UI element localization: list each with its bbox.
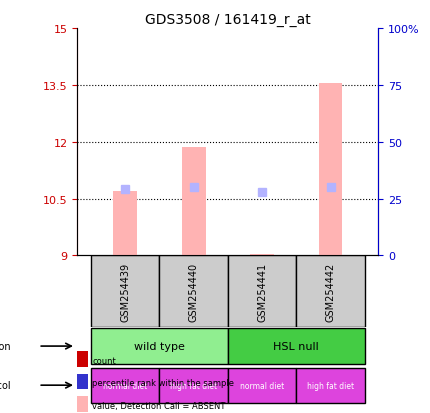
Text: value, Detection Call = ABSENT: value, Detection Call = ABSENT (92, 401, 226, 410)
Bar (182, 148, 206, 256)
FancyBboxPatch shape (228, 329, 365, 364)
FancyBboxPatch shape (160, 368, 228, 403)
Title: GDS3508 / 161419_r_at: GDS3508 / 161419_r_at (145, 12, 311, 26)
Bar (114, 192, 137, 256)
FancyBboxPatch shape (228, 368, 296, 403)
FancyBboxPatch shape (296, 368, 365, 403)
Text: normal diet: normal diet (240, 381, 284, 390)
Text: high fat diet: high fat diet (170, 381, 217, 390)
FancyBboxPatch shape (91, 329, 228, 364)
Text: protocol: protocol (0, 380, 11, 390)
FancyBboxPatch shape (91, 256, 160, 327)
Text: count: count (92, 356, 116, 365)
Text: normal diet: normal diet (103, 381, 147, 390)
Text: high fat diet: high fat diet (307, 381, 354, 390)
FancyBboxPatch shape (91, 368, 160, 403)
Text: percentile rank within the sample: percentile rank within the sample (92, 378, 234, 387)
Bar (250, 254, 274, 256)
Text: GSM254440: GSM254440 (189, 262, 199, 321)
Text: HSL null: HSL null (273, 341, 319, 351)
Bar (319, 84, 342, 256)
FancyBboxPatch shape (296, 256, 365, 327)
Text: GSM254439: GSM254439 (120, 262, 130, 321)
Text: GSM254442: GSM254442 (326, 262, 335, 321)
FancyBboxPatch shape (228, 256, 296, 327)
Text: genotype/variation: genotype/variation (0, 341, 11, 351)
Text: wild type: wild type (134, 341, 185, 351)
FancyBboxPatch shape (160, 256, 228, 327)
Text: GSM254441: GSM254441 (257, 262, 267, 321)
